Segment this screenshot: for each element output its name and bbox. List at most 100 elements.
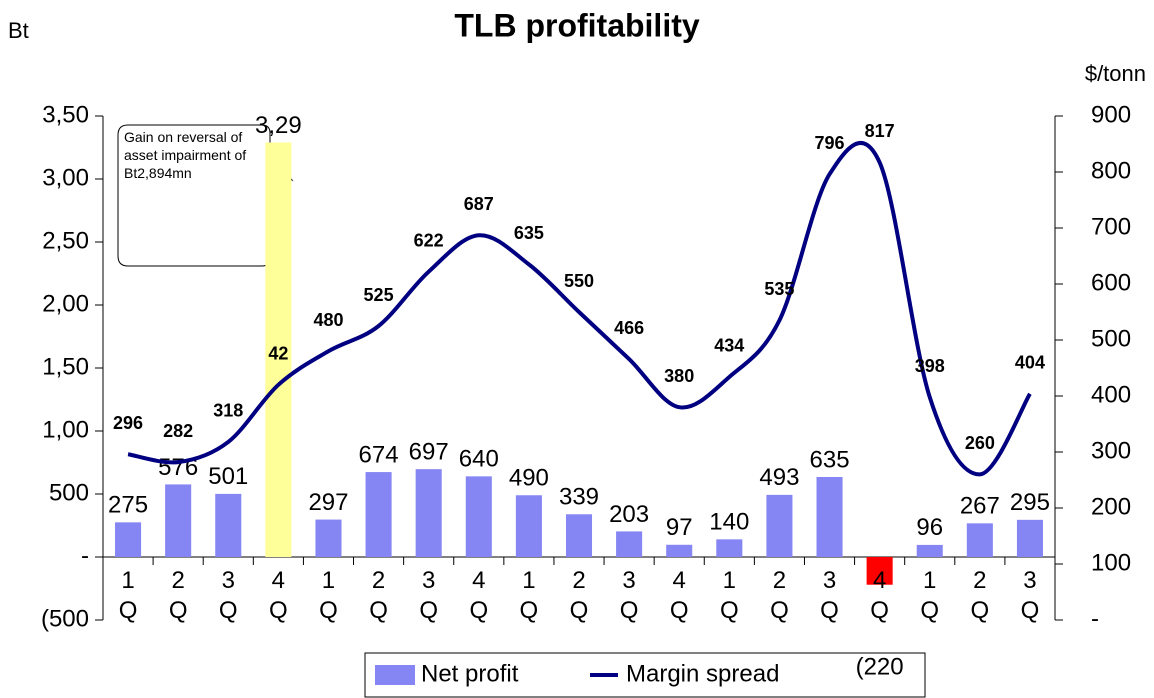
y2-tick-label: 100 (1091, 549, 1131, 576)
y2-tick-label: 600 (1091, 269, 1131, 296)
legend-label: Net profit (421, 660, 519, 687)
y2-tick-label: 300 (1091, 437, 1131, 464)
bar-label: 674 (359, 441, 399, 468)
line-label: 550 (564, 271, 594, 291)
x-tick-label: 3 Q (1020, 567, 1040, 624)
callout (117, 124, 294, 267)
legend-label: Margin spread (626, 660, 779, 687)
y2-tick-label: 700 (1091, 213, 1131, 240)
y-tick-label: 1,00 (42, 416, 89, 443)
line-label: 282 (163, 421, 193, 441)
y-tick-label: 3,50 (42, 101, 89, 128)
annotation: Gain on reversal of asset impairment of … (124, 129, 247, 181)
line-label: 635 (514, 223, 544, 243)
line-label: 398 (915, 356, 945, 376)
x-tick-label: 4 Q (469, 567, 489, 624)
line-label: 260 (965, 433, 995, 453)
legend-swatch (375, 665, 415, 685)
y2-tick-label: - (1091, 605, 1099, 632)
x-tick-label: 2 Q (369, 567, 388, 624)
line-label: 296 (113, 413, 143, 433)
bar (165, 484, 192, 557)
bar-label: 96 (916, 514, 943, 541)
bar (315, 519, 342, 557)
line (127, 141, 1032, 477)
line-label: 796 (815, 133, 845, 153)
bar-label: (220 (856, 653, 904, 680)
bar (916, 544, 943, 557)
bar-label: 140 (709, 509, 749, 536)
bar-label: 640 (459, 446, 499, 473)
bar (1016, 519, 1043, 557)
x-tick-label: 1 Q (920, 567, 940, 624)
y-tick-label: - (81, 542, 89, 569)
bar (866, 557, 893, 585)
y-tick-label: 1,50 (42, 353, 89, 380)
bar (265, 142, 292, 557)
y2-tick-label: 900 (1091, 101, 1131, 128)
x-tick-label: 1 Q (319, 567, 338, 624)
bar (716, 539, 743, 557)
y2-tick-label: 500 (1091, 325, 1131, 352)
bar-label: 275 (108, 492, 148, 519)
bar-label: 501 (208, 463, 248, 490)
y-tick-label: 3,00 (42, 164, 89, 191)
bar (415, 469, 442, 557)
bar (565, 514, 593, 557)
line-label: 622 (414, 230, 444, 250)
bar-label: 493 (759, 464, 799, 491)
bar (966, 523, 993, 557)
x-tick-label: 2 Q (770, 567, 789, 624)
bar (766, 494, 793, 557)
bar (666, 544, 693, 557)
line-label: 480 (313, 310, 343, 330)
y-tick-label: 500 (49, 479, 89, 506)
y-tick-label: 2,50 (42, 227, 89, 254)
y-tick-label: (500 (41, 605, 89, 632)
y2-tick-label: 800 (1091, 157, 1131, 184)
chart-title: TLB profitability (454, 7, 700, 43)
x-tick-label: 1 Q (519, 567, 539, 624)
bar-label: 297 (308, 489, 348, 516)
x-tick-label: 4 Q (269, 567, 288, 624)
x-tick-label: 4 Q (669, 567, 689, 624)
line-label: 466 (614, 318, 644, 338)
x-tick-label: 2 Q (970, 567, 990, 624)
x-tick-label: 2 Q (569, 567, 589, 624)
x-tick-label: 1 Q (719, 567, 739, 624)
bar-label: 203 (609, 501, 649, 528)
bar (816, 476, 843, 557)
bar-label: 267 (960, 493, 1000, 520)
line-label: 404 (1015, 353, 1045, 373)
bar-label: 295 (1010, 489, 1050, 516)
bar-label: 697 (409, 439, 449, 466)
bar-label: 3,29 (255, 112, 302, 139)
line-label: 687 (464, 194, 494, 214)
y-axis-unit: Bt (8, 18, 29, 43)
x-tick-label: 3 Q (218, 567, 238, 624)
bar (115, 522, 142, 557)
bar (616, 531, 643, 557)
bar (465, 476, 492, 557)
line-label: 434 (714, 336, 744, 356)
y-tick-label: 2,00 (42, 290, 89, 317)
y2-axis-unit: $/tonn (1085, 61, 1146, 86)
bar-label: 635 (810, 446, 850, 473)
bar (215, 493, 242, 557)
line-label: 318 (213, 401, 243, 421)
legend-box (364, 652, 926, 698)
bar-label: 490 (509, 465, 549, 492)
x-tick-label: 2 Q (168, 567, 188, 624)
line-label: 535 (764, 279, 794, 299)
y2-tick-label: 400 (1091, 381, 1131, 408)
x-tick-label: 4 Q (870, 567, 889, 624)
bar-label: 339 (559, 484, 599, 511)
bar (515, 495, 542, 557)
x-tick-label: 3 Q (419, 567, 438, 624)
x-tick-label: 3 Q (619, 567, 639, 624)
line-label: 380 (664, 366, 694, 386)
line-label: 525 (364, 285, 394, 305)
x-tick-label: 3 Q (820, 567, 839, 624)
